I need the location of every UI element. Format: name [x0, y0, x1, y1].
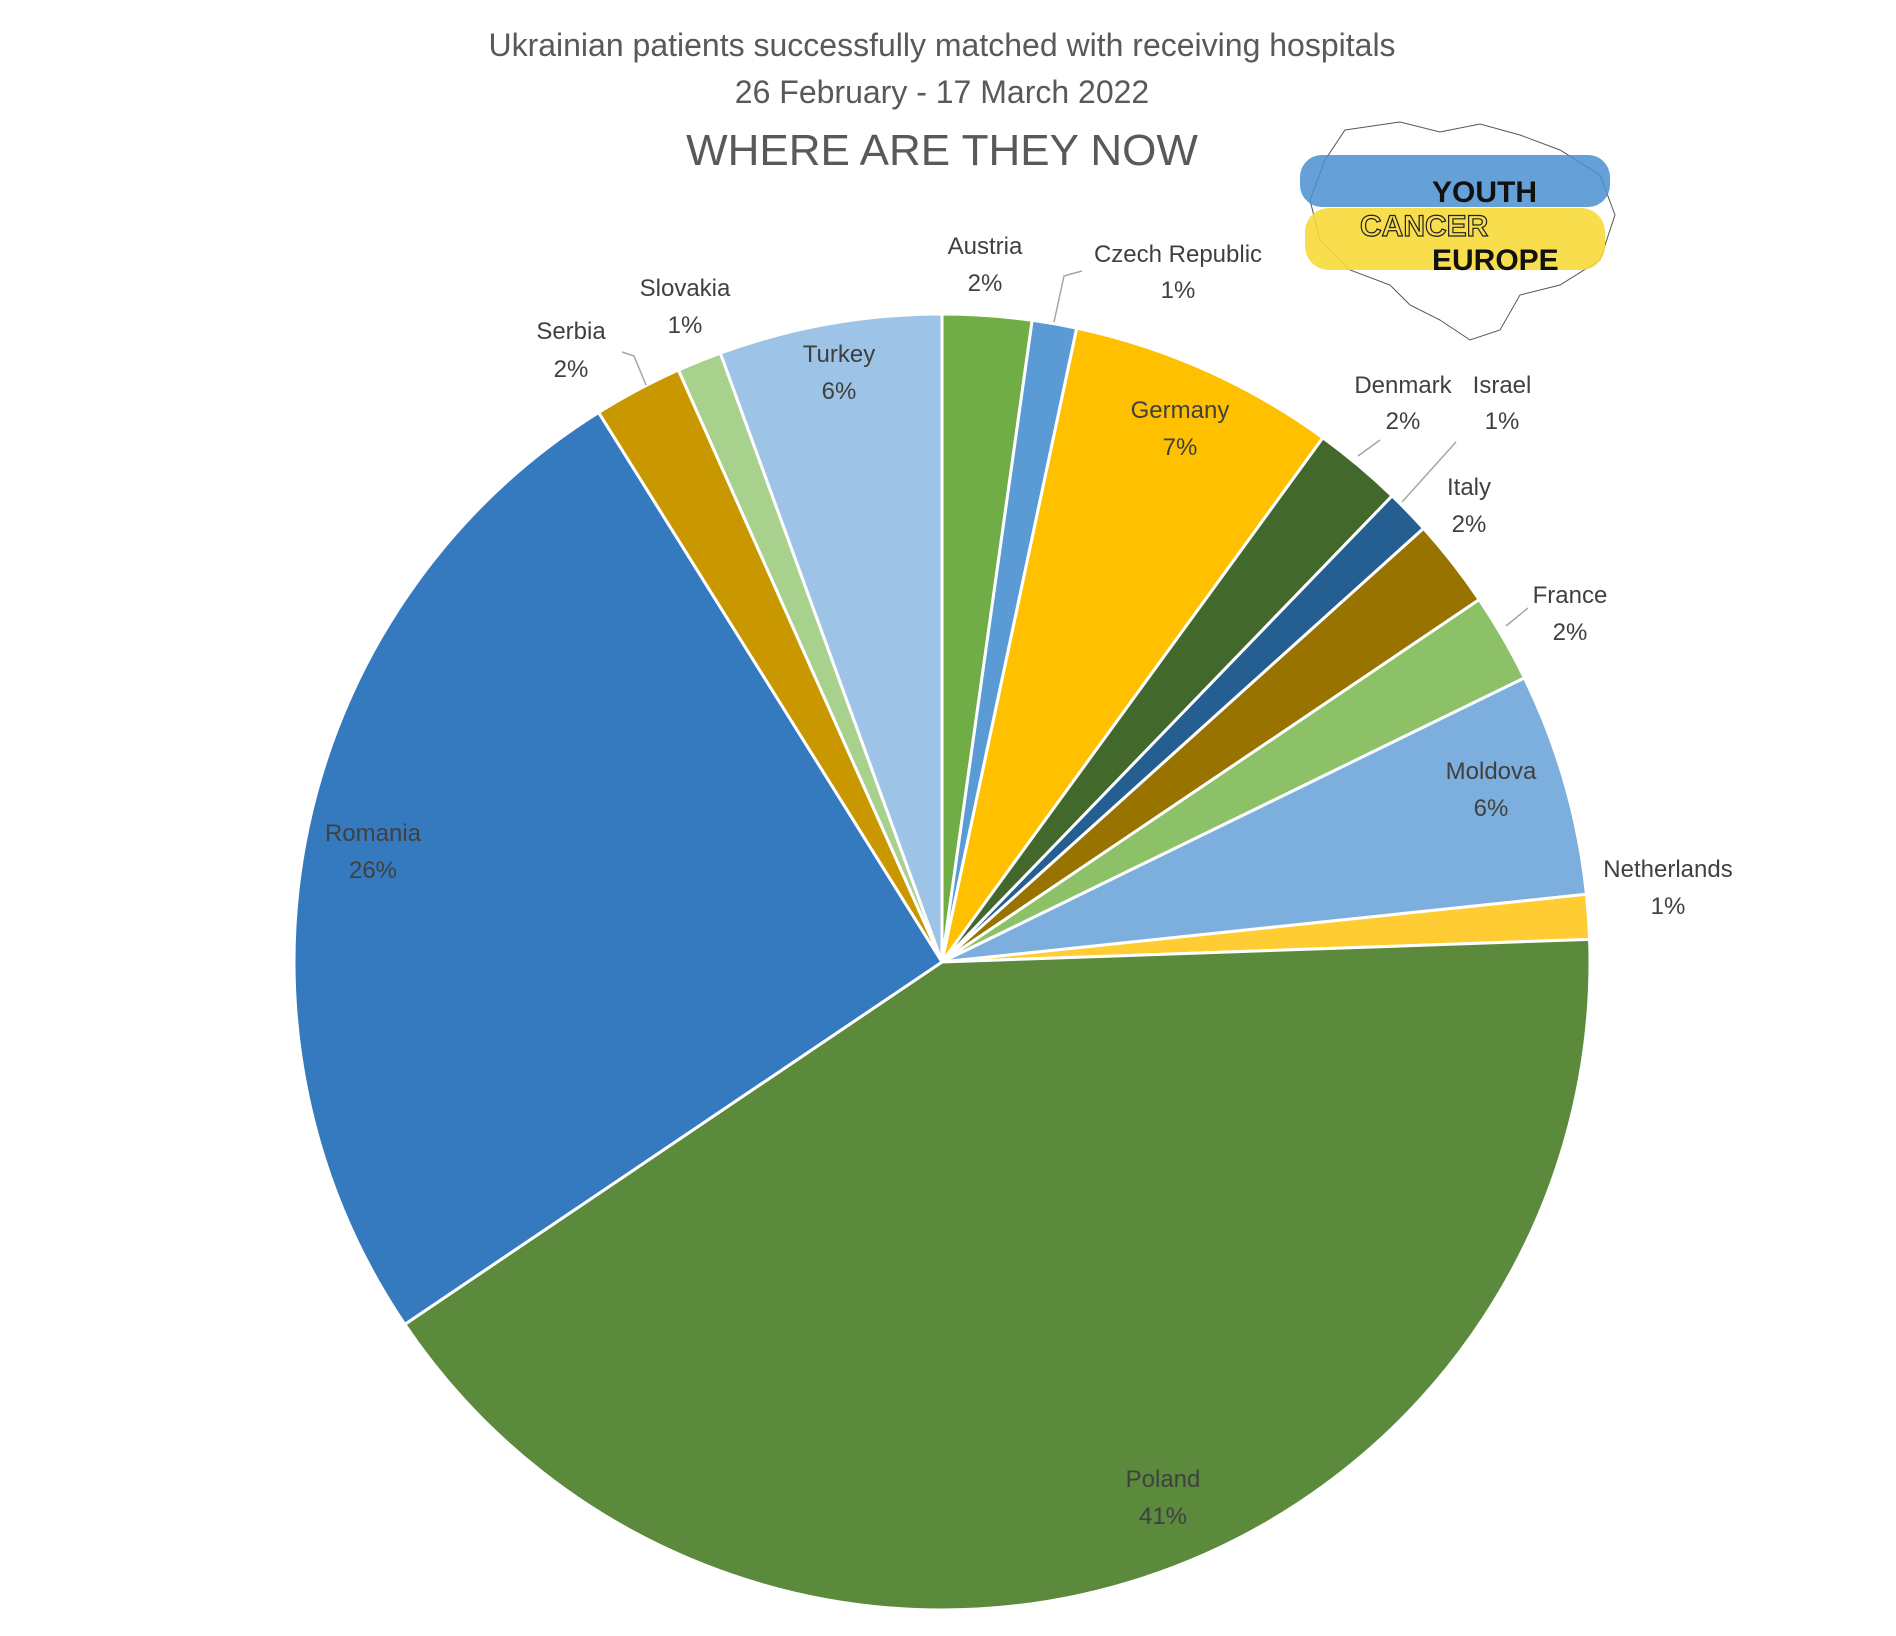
percent-moldova: 6% — [1474, 795, 1509, 822]
label-france: France — [1533, 582, 1608, 609]
percent-serbia: 2% — [554, 356, 589, 383]
chart-subtitle: 26 February - 17 March 2022 — [735, 74, 1149, 110]
leader-lines — [621, 270, 1529, 627]
percent-netherlands: 1% — [1651, 893, 1686, 920]
chart-heading: WHERE ARE THEY NOW — [686, 126, 1198, 175]
label-serbia: Serbia — [536, 318, 606, 345]
slice-turkey — [718, 312, 944, 963]
percent-germany: 7% — [1163, 434, 1198, 461]
leader-line-denmark — [1357, 439, 1381, 457]
logo: YOUTH CANCER EUROPE — [1300, 121, 1616, 341]
label-moldova: Moldova — [1446, 758, 1537, 785]
leader-line-israel — [1401, 441, 1457, 503]
slice-poland — [402, 937, 1592, 1612]
percent-slovakia: 1% — [668, 312, 703, 339]
percent-denmark: 2% — [1386, 408, 1421, 435]
percent-france: 2% — [1553, 619, 1588, 646]
percent-romania: 26% — [349, 857, 397, 884]
logo-line2: CANCER — [1360, 210, 1489, 243]
percent-austria: 2% — [968, 270, 1003, 297]
label-czech-republic: Czech Republic — [1094, 241, 1262, 268]
percent-israel: 1% — [1485, 408, 1520, 435]
label-italy: Italy — [1447, 474, 1491, 501]
percent-poland: 41% — [1139, 1503, 1187, 1530]
logo-line3: EUROPE — [1432, 244, 1559, 277]
label-austria: Austria — [948, 233, 1023, 260]
label-denmark: Denmark — [1354, 372, 1452, 399]
label-romania: Romania — [325, 820, 422, 847]
percent-turkey: 6% — [822, 378, 857, 405]
logo-line1: YOUTH — [1432, 176, 1537, 209]
label-turkey: Turkey — [803, 341, 875, 368]
leader-line-czech — [1053, 270, 1083, 323]
leader-line-france — [1505, 607, 1529, 627]
slice-germany — [940, 326, 1325, 963]
label-germany: Germany — [1131, 397, 1230, 424]
slice-moldova — [941, 675, 1589, 964]
chart-title: Ukrainian patients successfully matched … — [488, 27, 1395, 63]
label-israel: Israel — [1473, 372, 1532, 399]
label-netherlands: Netherlands — [1603, 856, 1732, 883]
leader-line-serbia — [621, 351, 647, 386]
label-poland: Poland — [1126, 1466, 1201, 1493]
slice-romania — [292, 410, 945, 1327]
label-slovakia: Slovakia — [640, 275, 731, 302]
percent-italy: 2% — [1452, 511, 1487, 538]
percent-czech-republic: 1% — [1161, 277, 1196, 304]
